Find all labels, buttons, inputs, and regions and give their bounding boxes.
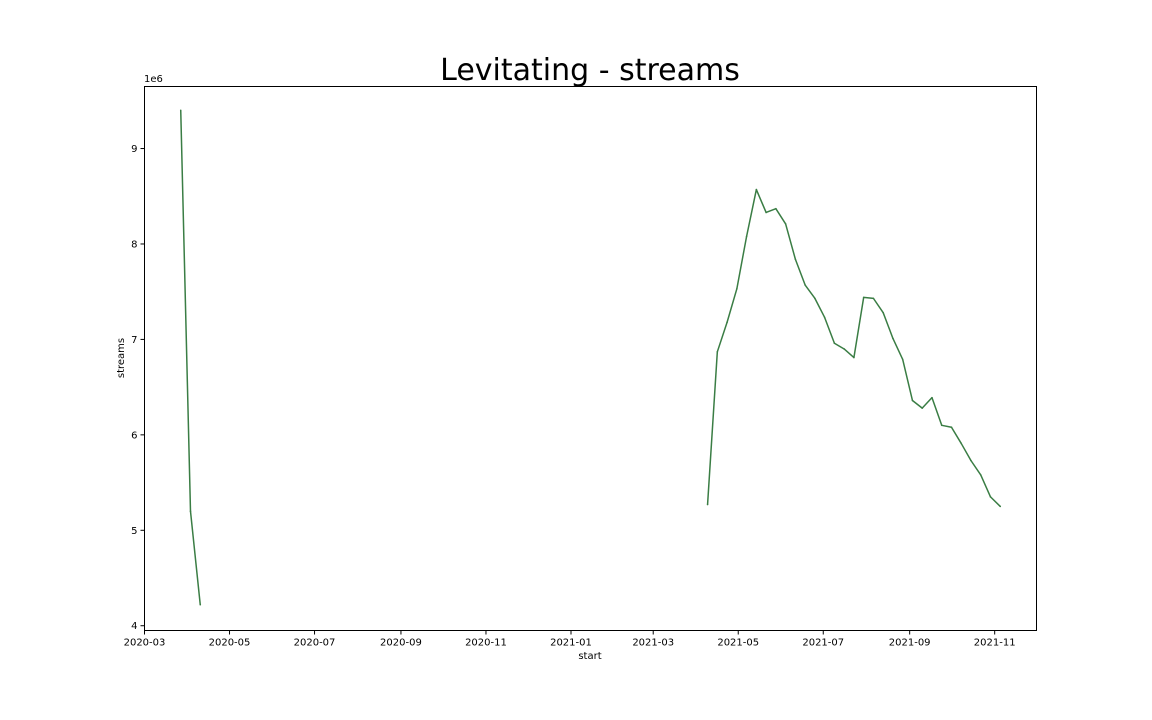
x-tick-label: 2021-07: [802, 638, 844, 649]
data-point: [853, 356, 855, 359]
y-tick-label: 6: [131, 430, 137, 441]
data-point: [179, 109, 182, 112]
data-point: [940, 424, 943, 427]
y-tick-label: 8: [131, 239, 137, 250]
data-point: [716, 351, 719, 353]
chart-title: Levitating - streams: [440, 53, 740, 88]
plot-frame: [144, 86, 1037, 631]
data-point: [979, 474, 982, 476]
data-point: [911, 399, 914, 402]
x-tick-label: 2020-09: [380, 638, 422, 649]
data-point: [970, 459, 972, 462]
x-tick-label: 2020-05: [209, 638, 251, 649]
y-tick-label: 9: [131, 144, 137, 155]
x-tick-label: 2020-07: [294, 638, 336, 649]
data-point: [775, 207, 777, 210]
x-axis-label: start: [578, 651, 601, 662]
series-line-segment: [179, 110, 201, 605]
x-tick-label: 2021-11: [974, 638, 1016, 649]
y-tick-label: 7: [131, 335, 137, 346]
x-axis: 2020-03 2020-05 2020-07 2020-09 2020-11 2021-…: [124, 630, 1016, 649]
x-tick-label: 2021-05: [717, 638, 759, 649]
data-point: [726, 321, 728, 324]
x-tick-label: 2021-03: [632, 638, 674, 649]
x-tick-label: 2021-01: [550, 638, 592, 649]
series-line-segment: [706, 188, 1001, 507]
data-point: [736, 288, 738, 290]
data-point: [931, 396, 933, 399]
data-point: [814, 297, 816, 300]
plot-area: [179, 109, 1002, 606]
data-point: [784, 223, 787, 225]
data-point: [833, 342, 836, 345]
data-point: [950, 426, 953, 429]
data-point: [755, 188, 758, 191]
data-point: [960, 442, 963, 445]
data-point: [999, 505, 1002, 508]
x-tick-label: 2021-09: [889, 638, 931, 649]
data-point: [882, 311, 884, 314]
data-point: [189, 510, 192, 513]
data-point: [199, 603, 202, 606]
data-point: [804, 284, 806, 286]
data-point: [862, 296, 865, 299]
data-point: [706, 503, 709, 506]
data-point: [892, 337, 894, 340]
y-tick-label: 4: [131, 621, 137, 632]
y-tick-label: 5: [131, 526, 137, 537]
data-point: [989, 496, 992, 498]
data-point: [872, 297, 875, 300]
data-point: [843, 348, 845, 350]
x-tick-label: 2020-03: [124, 638, 166, 649]
data-point: [794, 258, 797, 261]
data-point: [901, 358, 904, 361]
y-axis-label: streams: [116, 338, 127, 378]
data-point: [823, 316, 826, 319]
y-offset-label: 1e6: [144, 74, 163, 85]
data-point: [765, 211, 767, 214]
data-point: [921, 407, 924, 409]
x-tick-label: 2020-11: [465, 638, 507, 649]
data-point: [745, 235, 748, 238]
y-axis: 4 5 6 7 8 9: [131, 144, 145, 632]
